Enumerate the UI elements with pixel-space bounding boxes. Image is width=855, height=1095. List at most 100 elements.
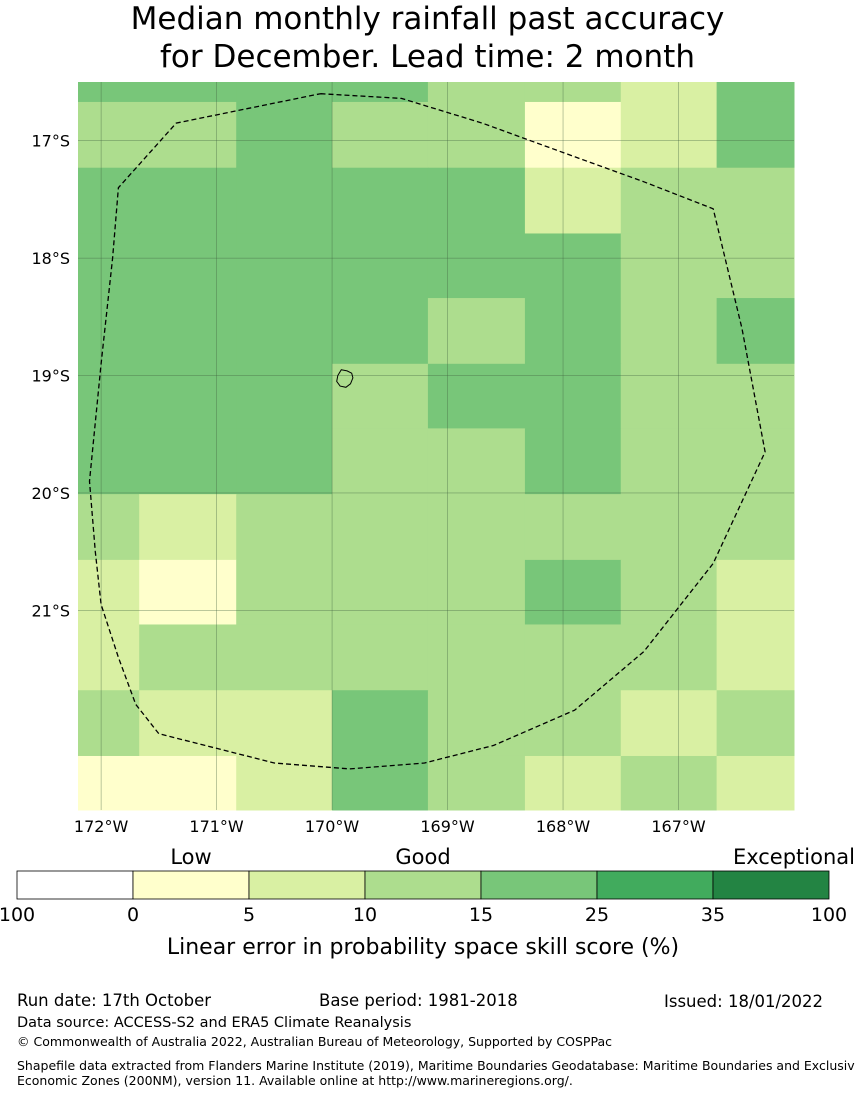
longitude-tick-label: 170°W [305,817,360,836]
longitude-tick-label: 168°W [536,817,591,836]
skill-cell [716,298,795,365]
skill-cell [716,82,795,103]
skill-cell [78,559,140,625]
skill-cell [620,82,718,103]
colorbar-legend: 100 0 5 10 15 25 35 100 Low Good Exceptional Linear… [0,845,855,960]
skill-cell [620,494,718,561]
skill-cell [427,233,526,299]
legend-tick-label: 0 [127,904,139,926]
longitude-tick-label: 171°W [189,817,244,836]
skill-cell [78,167,140,234]
skill-cell [524,82,622,103]
skill-cell [236,755,333,811]
skill-cell [620,363,718,429]
skill-cell [620,755,718,811]
skill-cell [524,755,622,811]
skill-cell [332,690,429,757]
skill-cell [236,494,333,561]
skill-cell [78,755,140,811]
run-date: Run date: 17th October [17,991,212,1010]
skill-grid [78,82,795,811]
skill-cell [620,101,718,169]
skill-cell [236,101,333,169]
skill-cell [139,101,237,169]
issued-date: Issued: 18/01/2022 [664,992,824,1011]
legend-tick-label: 35 [701,904,725,926]
legend-swatch [596,870,714,900]
latitude-tick-label: 18°S [31,249,70,268]
legend-group-label: Exceptional [733,845,855,869]
skill-cell [716,690,795,757]
skill-cell [236,624,333,691]
skill-cell [524,363,622,429]
latitude-tick-label: 21°S [31,601,70,620]
legend-tick-label: 10 [353,904,377,926]
shapefile-credit-2: Economic Zones (200NM), version 11. Avai… [17,1073,573,1088]
data-source: Data source: ACCESS-S2 and ERA5 Climate … [17,1015,412,1031]
skill-cell [236,82,333,103]
latitude-labels: 17°S 18°S 19°S 20°S 21°S [31,132,70,621]
legend-tick-label: 100 [811,904,847,926]
skill-cell [78,298,140,365]
latitude-tick-label: 17°S [31,132,70,151]
skill-cell [332,755,429,811]
longitude-tick-label: 169°W [420,817,475,836]
skill-cell [332,82,429,103]
legend-tick-label: 100 [0,904,35,926]
skill-cell [78,690,140,757]
skill-cell [524,233,622,299]
skill-cell [427,559,526,625]
skill-cell [620,624,718,691]
skill-cell [78,494,140,561]
skill-cell [78,101,140,169]
skill-cell [78,82,140,103]
skill-cell [716,363,795,429]
skill-cell [236,167,333,234]
skill-cell [524,298,622,365]
skill-cell [620,559,718,625]
skill-cell [716,494,795,561]
skill-cell [427,101,526,169]
legend-swatch [132,870,250,900]
skill-cell [139,494,237,561]
skill-cell [427,624,526,691]
skill-cell [427,82,526,103]
eez-boundary [88,93,766,770]
legend-tick-label: 5 [243,904,255,926]
longitude-tick-label: 167°W [651,817,706,836]
skill-cell [236,298,333,365]
skill-cell [620,428,718,495]
skill-cell [427,167,526,234]
legend-group-label: Low [170,845,211,869]
skill-cell [236,690,333,757]
skill-cell [332,167,429,234]
skill-cell [332,428,429,495]
skill-cell [332,298,429,365]
skill-cell [332,624,429,691]
legend-swatch [480,870,598,900]
legend-swatch [712,870,830,900]
skill-cell [139,167,237,234]
skill-cell [78,363,140,429]
skill-cell [524,690,622,757]
skill-cell [427,494,526,561]
legend-group-label: Good [395,845,450,869]
skill-cell [236,428,333,495]
skill-cell [620,233,718,299]
skill-cell [139,363,237,429]
skill-cell [524,559,622,625]
shapefile-credit-1: Shapefile data extracted from Flanders M… [17,1058,855,1073]
skill-cell [716,624,795,691]
title-line-1: Median monthly rainfall past accuracy [130,1,725,37]
title-line-2: for December. Lead time: 2 month [160,39,695,75]
skill-cell [716,233,795,299]
skill-cell [716,167,795,234]
base-period: Base period: 1981-2018 [319,991,518,1010]
skill-cell [427,755,526,811]
skill-cell [332,494,429,561]
skill-cell [524,494,622,561]
longitude-tick-label: 172°W [74,817,129,836]
skill-cell [620,298,718,365]
skill-cell [78,624,140,691]
skill-cell [716,755,795,811]
